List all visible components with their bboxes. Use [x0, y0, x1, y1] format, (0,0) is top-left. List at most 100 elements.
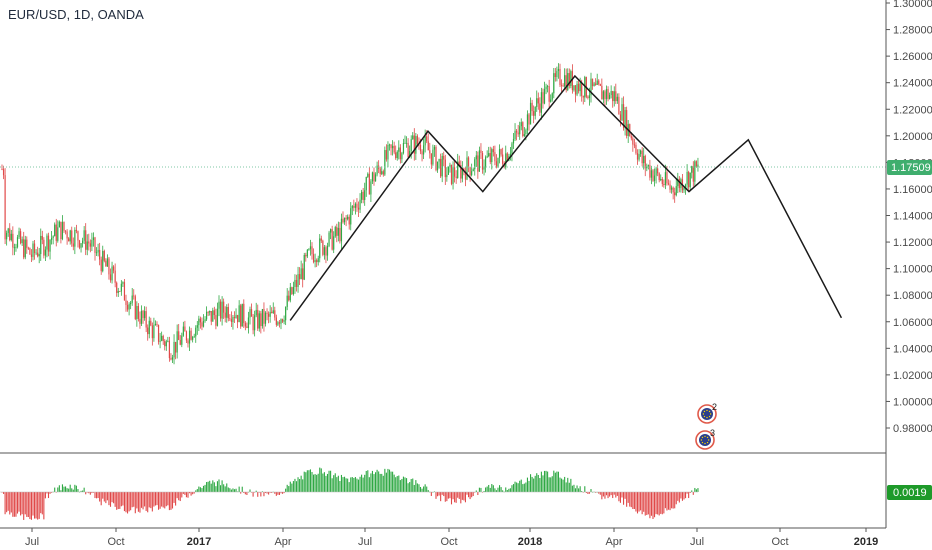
candle-body: [61, 221, 64, 240]
candle-body: [201, 322, 203, 327]
oscillator-bar: [506, 490, 508, 492]
oscillator-bar: [241, 486, 243, 492]
oscillator-bar: [20, 492, 22, 516]
candle-body: [165, 341, 167, 347]
oscillator-bar: [695, 489, 697, 492]
candle-body: [161, 335, 163, 341]
oscillator-bar: [136, 492, 138, 509]
oscillator-bar: [96, 492, 98, 499]
candle-body: [467, 157, 470, 168]
candle-body: [40, 235, 42, 255]
candle-body: [457, 161, 459, 179]
oscillator-bar: [539, 478, 541, 492]
candle-body: [582, 95, 584, 98]
candle-body: [356, 203, 358, 208]
oscillator-bar: [437, 492, 439, 497]
candle-body: [175, 341, 177, 353]
oscillator-bar: [140, 492, 143, 508]
svg-text:1.17509: 1.17509: [891, 162, 931, 174]
oscillator-bar: [319, 467, 321, 492]
oscillator-bar: [223, 484, 225, 492]
oscillator-bar: [612, 492, 614, 499]
oscillator-bar: [500, 487, 502, 492]
candle-body: [494, 152, 496, 162]
candle-body: [348, 216, 350, 225]
candle-body: [238, 305, 240, 323]
oscillator-bar: [210, 483, 212, 492]
oscillator-bar: [80, 490, 82, 492]
oscillator-bar: [353, 477, 355, 492]
oscillator-bar: [46, 492, 48, 494]
candle-body: [533, 111, 535, 116]
oscillator-bar: [176, 492, 178, 499]
oscillator-bar: [190, 492, 192, 496]
candle-body: [497, 157, 499, 167]
candle-body: [254, 315, 256, 331]
oscillator-bar: [424, 484, 426, 492]
candle-body: [27, 247, 29, 249]
price-tick-label: 1.04000: [893, 343, 932, 355]
candle-body: [694, 161, 696, 182]
candle-body: [216, 308, 219, 326]
oscillator-bar: [165, 492, 167, 507]
time-axis[interactable]: Jul Oct 2017 Apr Jul Oct 2018 Apr Jul Oct 2019: [25, 528, 878, 548]
oscillator-bar: [435, 492, 437, 499]
candle-body: [381, 171, 383, 174]
eu-event-icon[interactable]: 2: [697, 402, 717, 424]
oscillator-bar: [229, 488, 231, 492]
oscillator-bar: [40, 492, 42, 514]
candle-body: [199, 318, 201, 323]
candle-body: [488, 153, 490, 157]
candle-body: [1, 169, 3, 170]
oscillator-bar: [579, 486, 581, 492]
price-tick-label: 1.14000: [893, 211, 932, 223]
oscillator-bar: [588, 492, 590, 494]
oscillator-bar: [27, 492, 29, 518]
candle-body: [460, 165, 462, 179]
oscillator-bar: [204, 484, 206, 492]
oscillator-bar: [189, 492, 191, 494]
oscillator-bar: [164, 492, 166, 509]
price-axis[interactable]: 1.30000 1.28000 1.26000 1.24000 1.22000 1.200…: [886, 0, 932, 435]
candle-body: [684, 184, 687, 188]
oscillator-bar: [134, 492, 136, 514]
oscillator-bar: [441, 492, 443, 495]
candle-body: [102, 250, 104, 272]
candle-body: [274, 310, 276, 318]
oscillator-bar: [125, 492, 127, 513]
time-tick-label: 2019: [854, 536, 878, 548]
oscillator-bar: [128, 492, 130, 512]
candle-body: [405, 142, 408, 144]
candle-body: [491, 149, 493, 163]
oscillator-bar: [601, 492, 603, 500]
candle-body: [44, 249, 46, 256]
oscillator-bar: [528, 480, 530, 492]
candle-body: [584, 77, 586, 98]
oscillator-bar: [444, 492, 446, 502]
oscillator-bar: [238, 486, 240, 492]
oscillator-bar: [4, 492, 6, 515]
candle-body: [88, 241, 90, 244]
candle-body: [672, 187, 674, 193]
oscillator-bar: [530, 474, 532, 492]
oscillator-bar: [100, 492, 102, 506]
oscillator-bar: [150, 492, 152, 509]
candle-body: [618, 96, 620, 115]
candle-body: [126, 304, 129, 310]
eu-star: [706, 409, 708, 412]
eu-event-icon[interactable]: 3: [695, 428, 715, 450]
candle-body: [432, 149, 434, 165]
oscillator-bar: [83, 487, 85, 492]
candle-body: [18, 231, 20, 238]
oscillator-bar: [131, 492, 133, 508]
oscillator-bar: [587, 492, 589, 494]
candle-body: [364, 190, 366, 201]
oscillator-bar: [672, 492, 674, 509]
candle-body: [498, 149, 501, 158]
oscillator-bar: [60, 490, 62, 492]
candle-body: [333, 236, 335, 250]
event-count: 2: [712, 402, 717, 412]
event-icons[interactable]: 23: [695, 402, 717, 450]
pattern-projection-line[interactable]: [289, 74, 843, 321]
